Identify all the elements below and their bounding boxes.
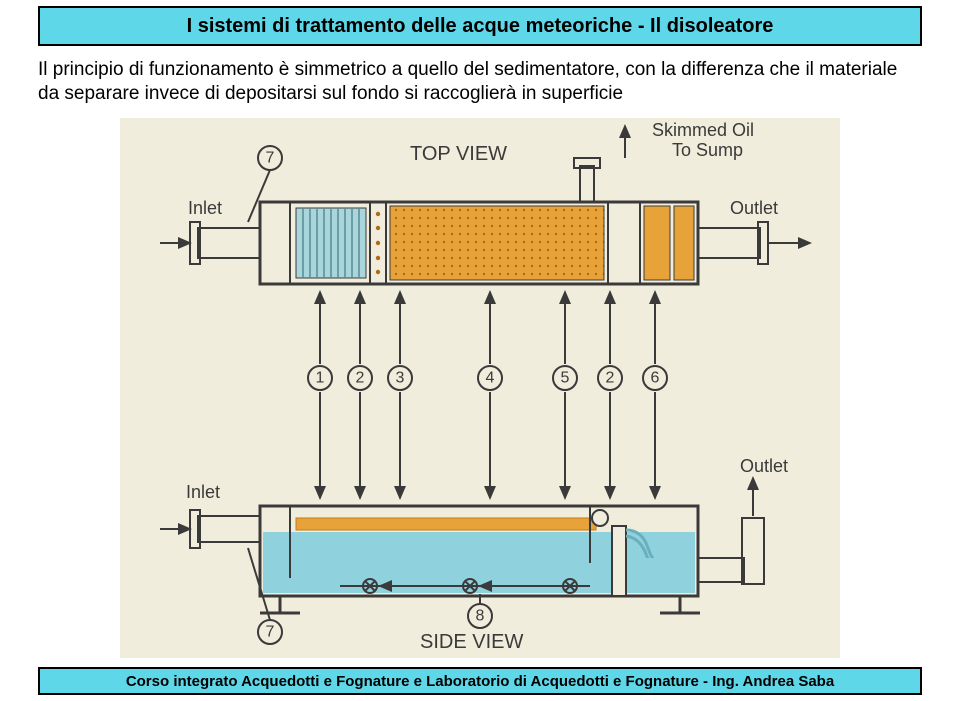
svg-text:5: 5 <box>561 370 570 387</box>
svg-text:4: 4 <box>486 370 495 387</box>
svg-text:7: 7 <box>266 624 275 641</box>
svg-text:3: 3 <box>396 370 405 387</box>
svg-text:6: 6 <box>651 370 660 387</box>
label-tosump: To Sump <box>672 140 743 160</box>
svg-text:1: 1 <box>316 370 325 387</box>
body-paragraph: Il principio di funzionamento è simmetri… <box>38 59 897 104</box>
label-outlet-side: Outlet <box>740 456 788 476</box>
page-footer: Corso integrato Acquedotti e Fognature e… <box>38 667 922 695</box>
label-skimmed: Skimmed Oil <box>652 120 754 140</box>
oil-separator-diagram: Inlet Outlet TOP VIEW Skimmed Oil To Sum… <box>120 118 840 658</box>
label-side-view: SIDE VIEW <box>420 631 523 653</box>
svg-text:2: 2 <box>606 370 615 387</box>
svg-text:7: 7 <box>266 150 275 167</box>
label-inlet-side: Inlet <box>186 482 220 502</box>
footer-text: Corso integrato Acquedotti e Fognature e… <box>126 673 834 690</box>
top-arrow-group: 1 2 3 4 5 2 6 <box>308 292 667 390</box>
label-top-view: TOP VIEW <box>410 143 507 165</box>
svg-text:8: 8 <box>476 608 485 625</box>
header-title: I sistemi di trattamento delle acque met… <box>187 15 774 38</box>
body-text: Il principio di funzionamento è simmetri… <box>38 58 922 106</box>
label-inlet-top: Inlet <box>188 198 222 218</box>
svg-text:2: 2 <box>356 370 365 387</box>
label-outlet-top: Outlet <box>730 198 778 218</box>
page-header: I sistemi di trattamento delle acque met… <box>38 6 922 46</box>
